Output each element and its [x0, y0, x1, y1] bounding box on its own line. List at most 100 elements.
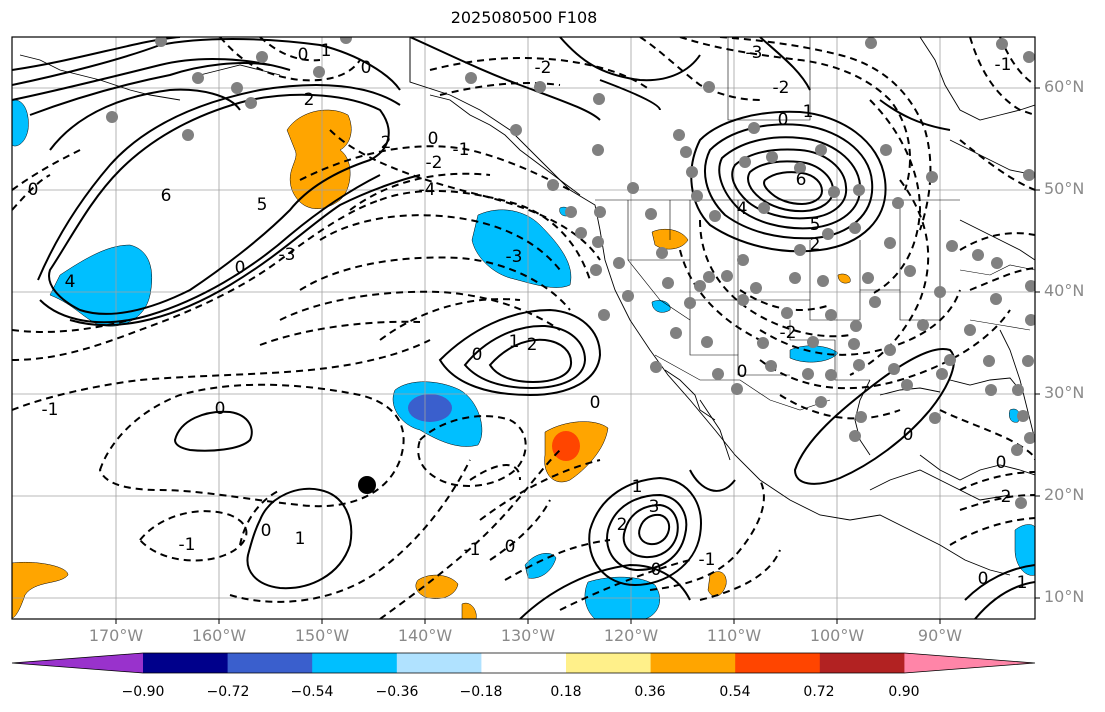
- colorbar-segment: [481, 653, 567, 673]
- colorbar-segment: [566, 653, 652, 673]
- contour-labels: 6 5 0 -3 4 0 1 0 2 2 0 -1 -2 -4 -3 -2 0 …: [28, 41, 1028, 593]
- blue-shade: [408, 394, 452, 422]
- station-dots: [106, 37, 1035, 509]
- contour-label: 0: [472, 345, 483, 365]
- contour-label: 0: [261, 521, 272, 541]
- contour-label: 0: [215, 399, 226, 419]
- colorbar-tick-label: −0.90: [121, 684, 165, 700]
- orange-shade: [707, 571, 727, 597]
- contour-label: 1: [321, 41, 332, 61]
- colorbar-tick-label: −0.18: [459, 684, 503, 700]
- contour-label: -3: [279, 245, 296, 265]
- colorbar-segment: [650, 653, 736, 673]
- colorbar-segment: [227, 653, 313, 673]
- contour-label: 1: [803, 102, 814, 122]
- contour-label: -1: [42, 400, 59, 420]
- lon-label: 120°W: [603, 626, 659, 645]
- colorbar-segment: [312, 653, 398, 673]
- contour-label: 2: [304, 90, 315, 110]
- contour-label: -2: [535, 58, 552, 78]
- contour-label: -2: [773, 78, 790, 98]
- contour-label: 4: [65, 272, 76, 292]
- contour-label: 0: [903, 425, 914, 445]
- lon-label: 150°W: [294, 626, 350, 645]
- orange-shade: [461, 602, 477, 619]
- contour-label: 0: [235, 258, 246, 278]
- cyan-shade: [651, 300, 671, 313]
- contour-label: 1: [509, 332, 520, 352]
- contour-label: 0: [361, 58, 372, 78]
- orange-shade: [837, 273, 851, 284]
- contour-label: 0: [778, 110, 789, 130]
- cyan-shade: [49, 244, 153, 327]
- cyan-shade: [524, 553, 557, 579]
- cyan-shade: [789, 345, 839, 363]
- contour-label: 0: [996, 453, 1007, 473]
- lat-label: 10°N: [1044, 587, 1085, 606]
- storm-marker: [358, 476, 376, 494]
- contour-label: -1: [464, 540, 481, 560]
- colorbar-extend-high: [904, 653, 1035, 673]
- contour-label: -1: [453, 140, 470, 160]
- contour-label: 0: [737, 362, 748, 382]
- cyan-shade: [12, 99, 29, 147]
- lat-label: 30°N: [1044, 383, 1085, 402]
- colorbar-segment: [735, 653, 821, 673]
- lon-label: 140°W: [397, 626, 453, 645]
- contour-label: -2: [780, 323, 797, 343]
- contour-label: 0: [28, 180, 39, 200]
- lon-label: 90°W: [917, 626, 963, 645]
- lat-label: 50°N: [1044, 179, 1085, 198]
- contour-label: 3: [649, 497, 660, 517]
- contour-label: 2: [527, 335, 538, 355]
- contour-label: -1: [699, 550, 716, 570]
- contour-label: 4: [737, 199, 748, 219]
- contour-label: -3: [506, 247, 523, 267]
- cyan-shade: [1014, 524, 1035, 576]
- contour-label: 1: [295, 529, 306, 549]
- lat-label: 20°N: [1044, 485, 1085, 504]
- contour-label: 0: [298, 45, 309, 65]
- colorbar-extend-low: [12, 653, 143, 673]
- orange-shade: [12, 562, 69, 619]
- contour-label: 2: [810, 235, 821, 255]
- colorbar-tick-label: 0.18: [550, 684, 582, 700]
- contour-label: 0: [590, 393, 601, 413]
- axis-ticks: [115, 87, 1040, 624]
- lon-label: 110°W: [706, 626, 762, 645]
- contour-label: -2: [426, 153, 443, 173]
- lon-label: 100°W: [809, 626, 865, 645]
- contour-label: 0: [651, 560, 662, 580]
- map-title: 2025080500 F108: [450, 8, 598, 27]
- lon-label: 160°W: [191, 626, 247, 645]
- contour-label: 2: [617, 515, 628, 535]
- colorbar-segment: [143, 653, 229, 673]
- cyan-shade: [1009, 408, 1020, 423]
- lon-label: 170°W: [88, 626, 144, 645]
- lon-label: 130°W: [500, 626, 556, 645]
- contour-label: 0: [505, 537, 516, 557]
- colorbar-segment: [819, 653, 905, 673]
- red-shade: [552, 431, 580, 461]
- contour-label: -1: [179, 535, 196, 555]
- contour-label: 2: [381, 133, 392, 153]
- contour-label: -4: [419, 180, 436, 200]
- contour-label: 6: [161, 186, 172, 206]
- colorbar-outline: [11, 652, 1036, 674]
- contour-label: 5: [810, 215, 821, 235]
- colorbar-tick-label: −0.72: [206, 684, 250, 700]
- colorbar-tick-label: −0.54: [290, 684, 334, 700]
- colorbar-segment: [396, 653, 482, 673]
- orange-shade: [286, 109, 352, 209]
- lat-label: 40°N: [1044, 281, 1085, 300]
- shaded-areas: [12, 99, 1035, 619]
- solid-contours: [12, 37, 1035, 619]
- contour-label: 0: [978, 569, 989, 589]
- lat-label: 60°N: [1044, 77, 1085, 96]
- map-frame: [11, 36, 1036, 620]
- cyan-shade: [471, 209, 572, 288]
- colorbar-tick-label: 0.36: [634, 684, 666, 700]
- contour-label: 0: [428, 129, 439, 149]
- contour-label: -2: [995, 487, 1012, 507]
